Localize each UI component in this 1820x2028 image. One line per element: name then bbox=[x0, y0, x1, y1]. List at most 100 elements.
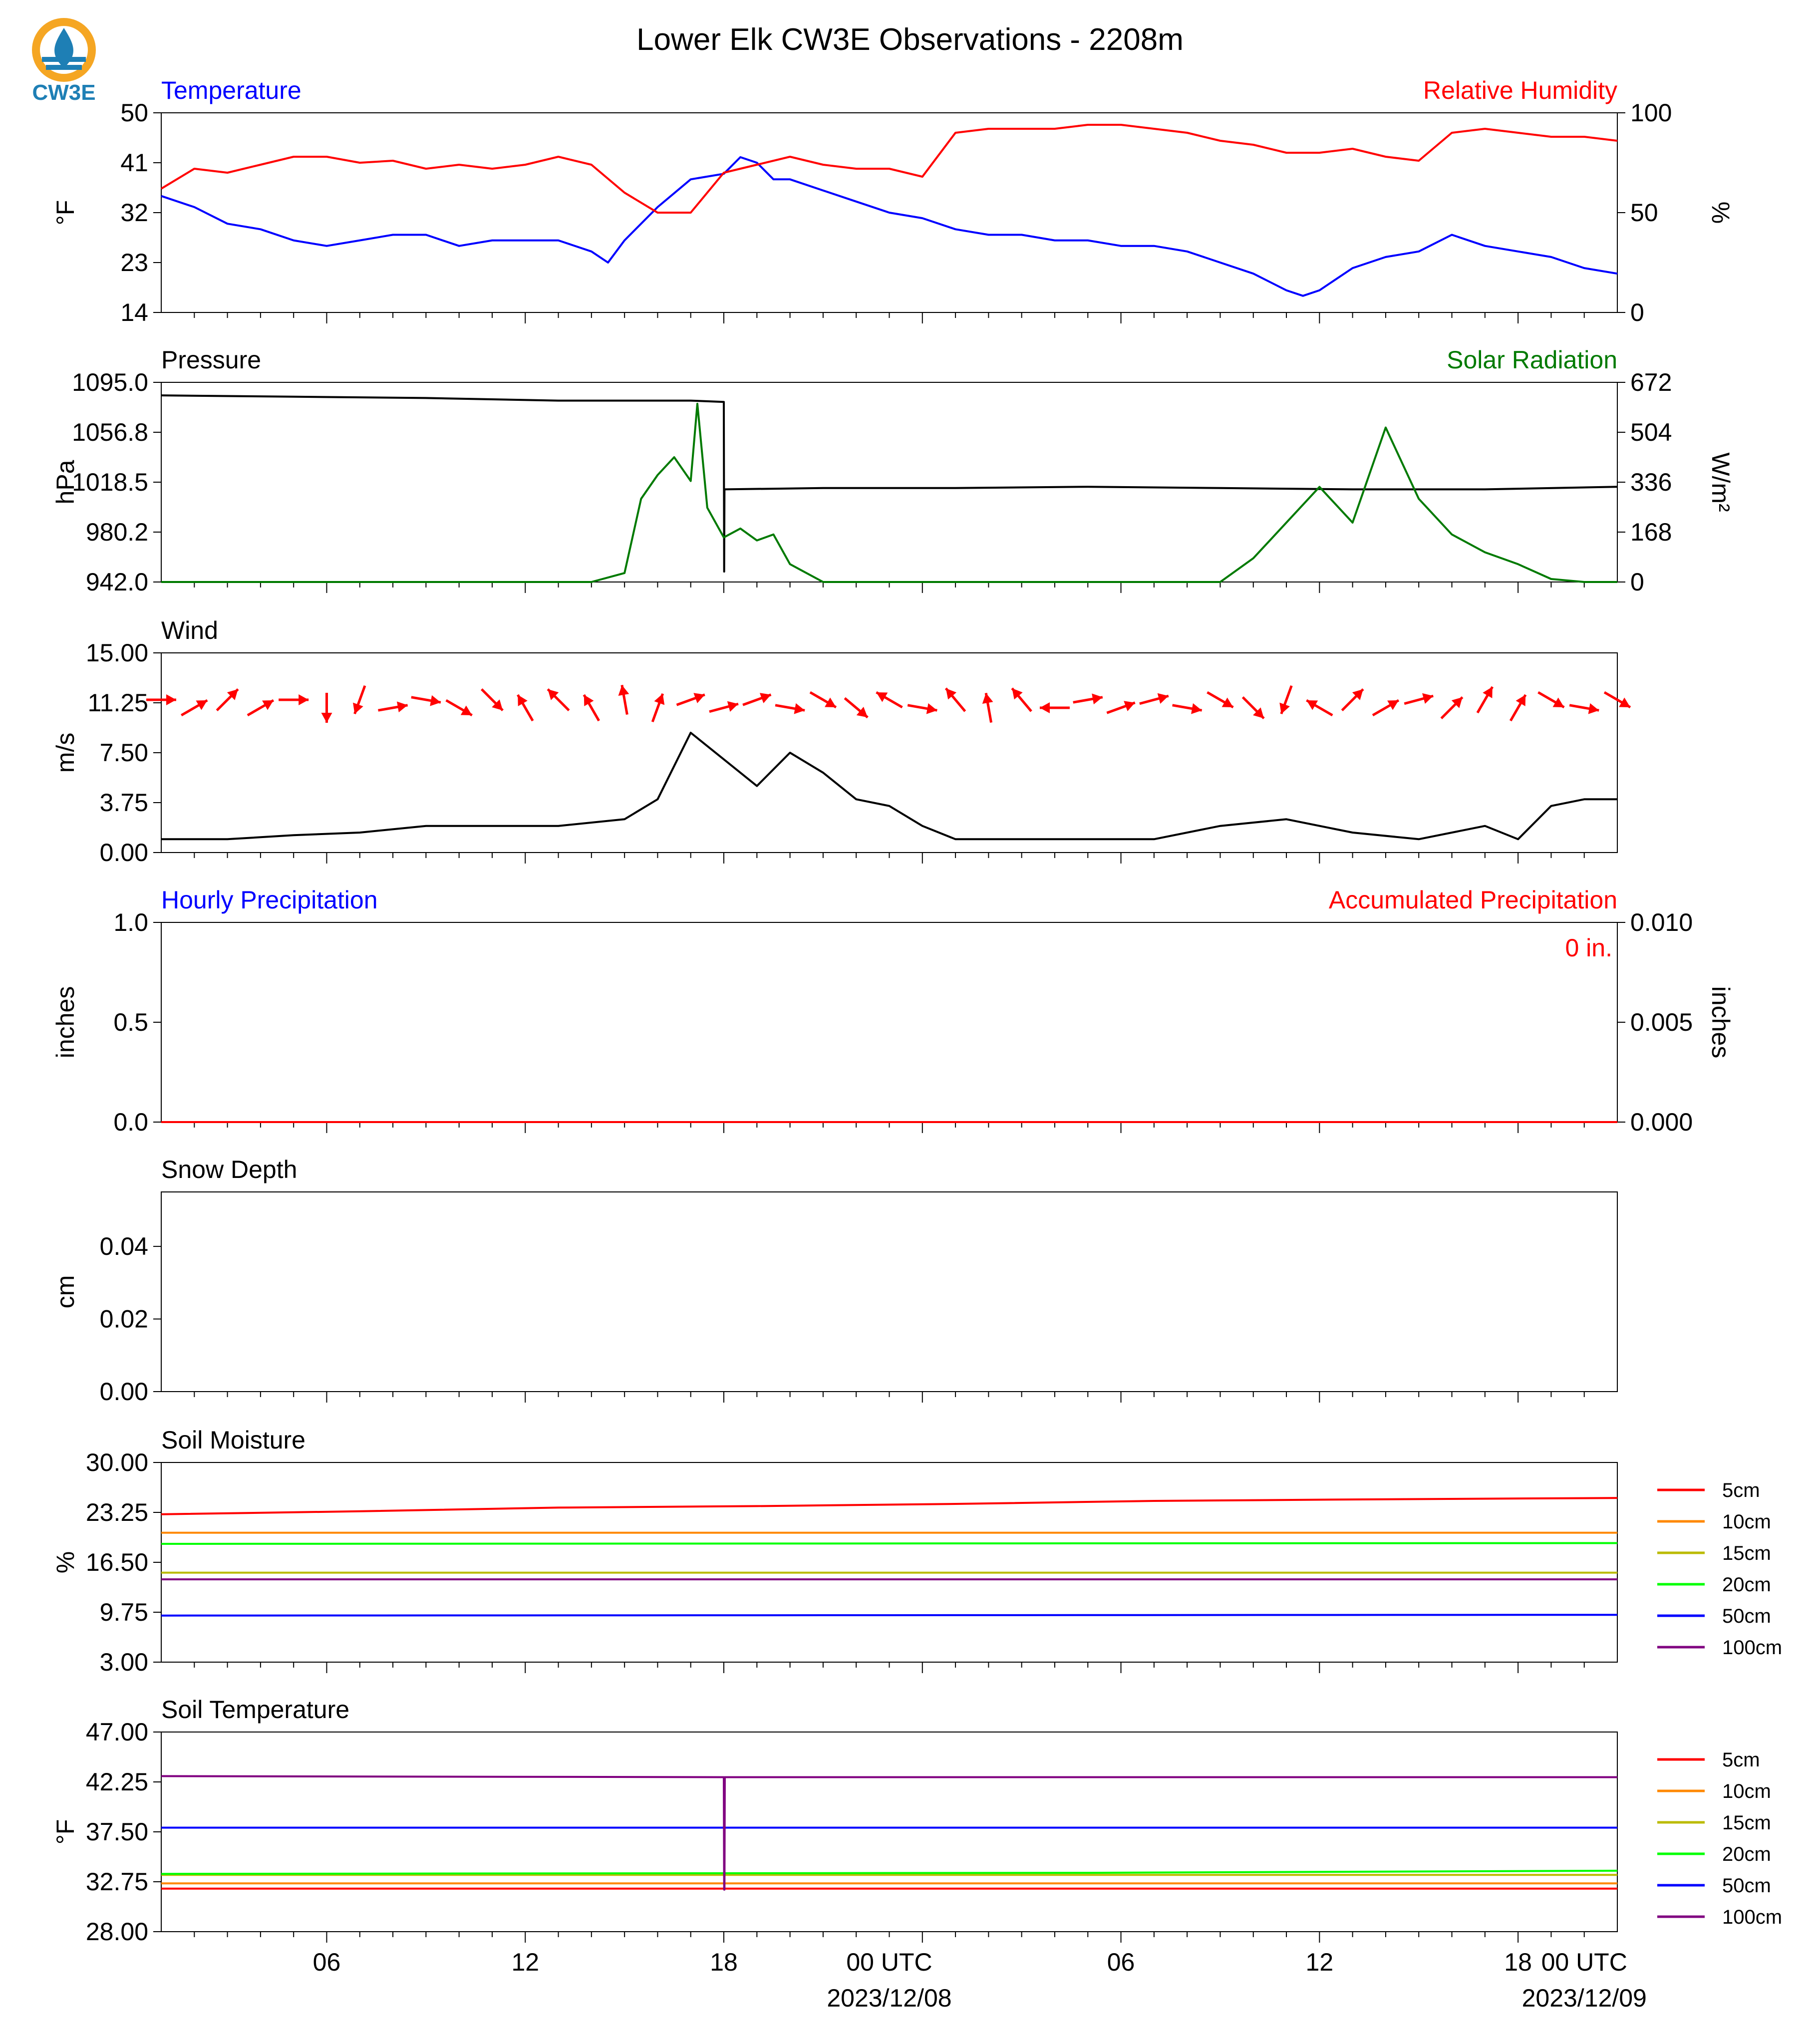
x-tick-label: 12 bbox=[1306, 1948, 1334, 1976]
wind-arrow-head bbox=[1253, 707, 1264, 719]
x-tick-label: 18 bbox=[710, 1948, 738, 1976]
soil-moisture-ytick-label: 3.00 bbox=[100, 1648, 148, 1676]
snow-depth-ytick-label: 0.02 bbox=[100, 1305, 148, 1333]
temperature-humidity-ylabel: °F bbox=[51, 200, 79, 226]
wind-ytick-label: 11.25 bbox=[88, 689, 148, 717]
temperature-humidity-ytick-right-label: 100 bbox=[1630, 99, 1672, 127]
precipitation-right-title: Accumulated Precipitation bbox=[1329, 886, 1617, 914]
precipitation-ylabel: inches bbox=[51, 986, 79, 1059]
soil-temperature-legend-label: 50cm bbox=[1722, 1875, 1771, 1897]
temperature-humidity-series-temperature bbox=[161, 156, 1618, 297]
wind-arrow-head bbox=[1451, 697, 1463, 708]
wind-arrow-head bbox=[1092, 693, 1103, 705]
wind-arrow-head bbox=[618, 685, 629, 696]
snow-depth-frame bbox=[161, 1191, 1618, 1392]
wind-arrow-head bbox=[1552, 697, 1564, 707]
soil-moisture-frame bbox=[161, 1462, 1618, 1663]
precipitation-ytick-right-label: 0.005 bbox=[1630, 1008, 1693, 1036]
cw3e-logo-icon: CW3E bbox=[32, 18, 96, 104]
precipitation-left-title: Hourly Precipitation bbox=[161, 886, 378, 914]
soil-temperature-ytick-label: 42.25 bbox=[86, 1768, 148, 1796]
wind-arrow-head bbox=[1124, 701, 1135, 711]
wind-arrow-head bbox=[299, 694, 309, 705]
wind-arrow-head bbox=[1483, 687, 1493, 698]
soil-temperature-legend-label: 15cm bbox=[1722, 1812, 1771, 1834]
temperature-humidity-ylabel-right: % bbox=[1707, 202, 1735, 224]
wind-arrow-head bbox=[1012, 688, 1023, 700]
temperature-humidity-ytick-label: 23 bbox=[120, 249, 148, 277]
pressure-solar-ytick-right-label: 672 bbox=[1630, 368, 1672, 396]
soil-temperature-legend-label: 5cm bbox=[1722, 1749, 1760, 1771]
x-tick-label: 12 bbox=[511, 1948, 539, 1976]
pressure-solar-ytick-label: 1095.0 bbox=[72, 368, 148, 396]
pressure-solar-ytick-right-label: 0 bbox=[1630, 568, 1644, 596]
wind-arrow-head bbox=[166, 694, 176, 705]
wind-arrow-head bbox=[518, 695, 528, 706]
snow-depth-left-title: Snow Depth bbox=[161, 1156, 297, 1183]
soil-temperature-ylabel: °F bbox=[51, 1819, 79, 1845]
wind-arrow-head bbox=[196, 700, 208, 710]
wind-arrow-head bbox=[1588, 703, 1599, 714]
wind-arrow-head bbox=[926, 703, 937, 714]
temperature-humidity-ytick-label: 14 bbox=[120, 298, 148, 326]
soil-temperature-legend-label: 100cm bbox=[1722, 1906, 1782, 1928]
pressure-solar-ytick-label: 1056.8 bbox=[72, 418, 148, 446]
pressure-solar-frame bbox=[161, 382, 1618, 582]
precipitation-ytick-label: 0.5 bbox=[113, 1008, 148, 1036]
wind-arrow-head bbox=[693, 693, 705, 703]
soil-moisture-series-5cm bbox=[161, 1497, 1618, 1515]
wind-series-wind-speed bbox=[161, 732, 1617, 841]
wind-arrow-head bbox=[584, 695, 594, 706]
pressure-solar-ytick-label: 942.0 bbox=[86, 568, 148, 596]
wind-arrow-head bbox=[1306, 700, 1318, 710]
precipitation-ylabel-right: inches bbox=[1707, 986, 1735, 1059]
wind-frame bbox=[161, 652, 1618, 853]
soil-moisture-legend-label: 50cm bbox=[1722, 1605, 1771, 1627]
pressure-solar-ytick-right-label: 336 bbox=[1630, 468, 1672, 496]
wind-arrow-head bbox=[1619, 697, 1630, 707]
soil-temperature-left-title: Soil Temperature bbox=[161, 1696, 349, 1724]
soil-moisture-series-50cm bbox=[161, 1614, 1618, 1617]
soil-moisture-legend-label: 20cm bbox=[1722, 1574, 1771, 1596]
wind-arrow-head bbox=[1352, 689, 1363, 700]
precipitation-ytick-right-label: 0.010 bbox=[1630, 908, 1693, 936]
soil-moisture-left-title: Soil Moisture bbox=[161, 1426, 305, 1454]
soil-moisture-legend-label: 15cm bbox=[1722, 1542, 1771, 1564]
soil-temperature-series-100cm bbox=[161, 1775, 1617, 1891]
logo-text: CW3E bbox=[32, 80, 95, 104]
temperature-humidity-series-relative-humidity bbox=[160, 124, 1618, 214]
temperature-humidity-ytick-right-label: 50 bbox=[1630, 199, 1658, 227]
pressure-solar-series-solar-radiation bbox=[161, 402, 1617, 583]
wind-arrow-head bbox=[353, 702, 363, 714]
wind-ytick-label: 15.00 bbox=[86, 639, 148, 667]
precipitation-ytick-label: 0.0 bbox=[113, 1108, 148, 1136]
pressure-solar-left-title: Pressure bbox=[161, 346, 261, 374]
wind-ytick-label: 7.50 bbox=[100, 739, 148, 767]
soil-moisture-legend-label: 10cm bbox=[1722, 1511, 1771, 1533]
snow-depth-ylabel: cm bbox=[51, 1275, 79, 1309]
snow-depth-ytick-label: 0.00 bbox=[100, 1378, 148, 1406]
precipitation-annotation: 0 in. bbox=[1565, 934, 1612, 962]
date-label: 2023/12/08 bbox=[827, 1984, 951, 2012]
soil-moisture-legend-label: 5cm bbox=[1722, 1479, 1760, 1501]
x-tick-label: 00 UTC bbox=[1541, 1948, 1627, 1976]
pressure-solar-series-pressure bbox=[161, 394, 1618, 573]
pressure-solar-ylabel-right: W/m² bbox=[1707, 452, 1735, 512]
x-tick-label: 06 bbox=[1107, 1948, 1135, 1976]
soil-temperature-ytick-label: 32.75 bbox=[86, 1868, 148, 1896]
wind-arrow-head bbox=[1221, 697, 1233, 707]
soil-moisture-ylabel: % bbox=[51, 1551, 79, 1573]
soil-temperature-ytick-label: 28.00 bbox=[86, 1918, 148, 1946]
soil-temperature-ytick-label: 47.00 bbox=[86, 1718, 148, 1746]
precipitation-ytick-right-label: 0.000 bbox=[1630, 1108, 1693, 1136]
wind-arrow-head bbox=[727, 701, 739, 712]
wind-arrow-head bbox=[1387, 700, 1399, 710]
wind-arrow-head bbox=[1516, 695, 1526, 706]
pressure-solar-ytick-right-label: 168 bbox=[1630, 518, 1672, 546]
soil-temperature-ytick-label: 37.50 bbox=[86, 1818, 148, 1846]
wind-arrow-head bbox=[825, 697, 836, 707]
wind-ylabel: m/s bbox=[51, 733, 79, 773]
wind-ytick-label: 0.00 bbox=[100, 839, 148, 867]
temperature-humidity-ytick-label: 50 bbox=[120, 99, 148, 127]
